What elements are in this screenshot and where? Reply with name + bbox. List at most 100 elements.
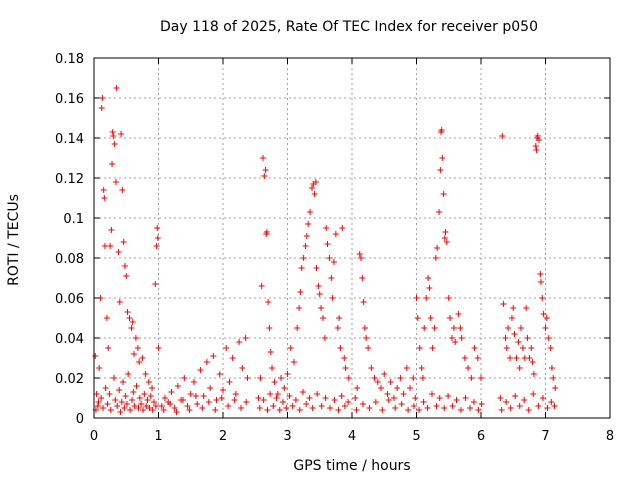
data-point [513, 355, 520, 361]
data-point [300, 255, 307, 261]
data-point [407, 385, 414, 391]
data-point [101, 195, 108, 201]
data-point [515, 339, 522, 345]
data-point [118, 399, 125, 405]
data-point [130, 351, 137, 357]
data-point [508, 315, 515, 321]
data-point [116, 387, 123, 393]
data-point [341, 403, 348, 409]
data-point [260, 397, 267, 403]
data-point [187, 391, 194, 397]
data-point [457, 325, 464, 331]
x-tick-label: 6 [477, 429, 485, 444]
data-point [497, 395, 504, 401]
data-point [540, 311, 547, 317]
data-point [242, 335, 249, 341]
data-point [445, 295, 452, 301]
data-point [267, 349, 274, 355]
data-point [429, 345, 436, 351]
data-point [292, 397, 299, 403]
data-point [524, 335, 531, 341]
y-tick-label: 0 [76, 412, 84, 427]
data-point [168, 389, 175, 395]
data-point [361, 325, 368, 331]
data-point [107, 243, 114, 249]
data-point [331, 397, 338, 403]
data-point [379, 407, 386, 413]
data-point [103, 315, 110, 321]
data-point [505, 325, 512, 331]
data-point [205, 399, 212, 405]
data-point [330, 259, 337, 265]
data-point [468, 375, 475, 381]
data-point [154, 225, 161, 231]
data-point [121, 405, 128, 411]
data-point [537, 279, 544, 285]
data-point [269, 365, 276, 371]
data-point [539, 295, 546, 301]
data-point [545, 335, 552, 341]
data-point [265, 299, 272, 305]
data-point [474, 355, 481, 361]
data-point [307, 209, 314, 215]
data-point [150, 399, 157, 405]
data-point [368, 365, 375, 371]
data-point [299, 389, 306, 395]
data-point [543, 315, 550, 321]
data-point [359, 275, 366, 281]
data-point [258, 283, 265, 289]
data-point [398, 401, 405, 407]
data-point [216, 371, 223, 377]
data-point [329, 295, 336, 301]
data-point [516, 403, 523, 409]
data-point [478, 401, 485, 407]
data-point [381, 371, 388, 377]
data-point [133, 383, 140, 389]
data-point [128, 325, 135, 331]
data-point [475, 407, 482, 413]
data-point [98, 395, 105, 401]
data-point [270, 403, 277, 409]
data-point [136, 359, 143, 365]
data-point [339, 225, 346, 231]
data-point [397, 375, 404, 381]
data-point [108, 227, 115, 233]
data-point [154, 235, 161, 241]
x-tick-label: 7 [541, 429, 549, 444]
data-point [431, 325, 438, 331]
data-point [519, 345, 526, 351]
data-point [359, 401, 366, 407]
data-point [323, 225, 330, 231]
data-point [145, 379, 152, 385]
data-point [413, 295, 420, 301]
data-point [287, 345, 294, 351]
data-point [255, 395, 262, 401]
data-point [517, 325, 524, 331]
data-point [418, 365, 425, 371]
data-point [147, 393, 154, 399]
data-point [322, 395, 329, 401]
y-tick-label: 0.12 [55, 172, 84, 187]
data-point [100, 405, 107, 411]
data-point [100, 187, 107, 193]
data-point [294, 325, 301, 331]
x-tick-label: 3 [283, 429, 291, 444]
data-point [458, 335, 465, 341]
data-point [96, 365, 103, 371]
data-point [458, 407, 465, 413]
data-point [548, 399, 555, 405]
data-point [358, 255, 365, 261]
data-point [478, 375, 484, 381]
data-point [298, 265, 305, 271]
data-point [149, 385, 156, 391]
data-point [232, 391, 239, 397]
data-point [160, 407, 167, 413]
data-point [319, 315, 326, 321]
data-point [210, 353, 217, 359]
data-point [118, 131, 125, 137]
y-tick-label: 0.14 [55, 132, 84, 147]
data-point [93, 391, 100, 397]
data-point [121, 263, 128, 269]
data-point [447, 315, 454, 321]
data-point [129, 397, 136, 403]
